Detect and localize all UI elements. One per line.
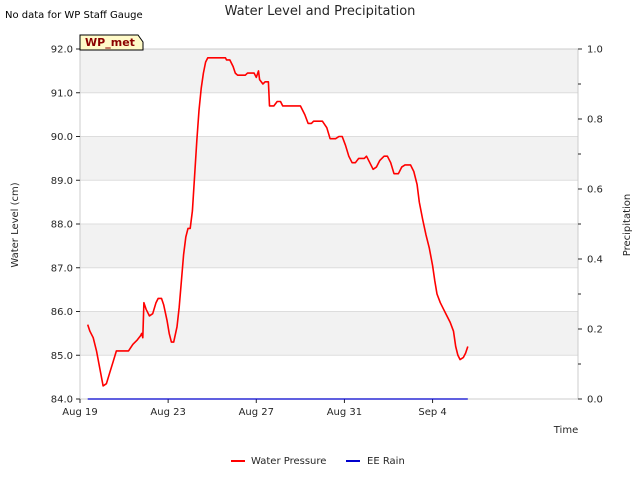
x-tick-label: Aug 31 (327, 407, 362, 418)
background-band (80, 136, 578, 181)
y-ticks-left: 84.0 85.0 86.0 87.0 88.0 89.0 90.0 91.0 92.0 (51, 45, 80, 406)
y-tick-label-left: 92.0 (51, 45, 73, 56)
y-tick-label-left: 88.0 (51, 220, 73, 231)
y-tick-label-left: 90.0 (51, 132, 73, 143)
x-tick-label: Sep 4 (418, 407, 446, 418)
no-data-note: No data for WP Staff Gauge (5, 10, 143, 21)
background-band (80, 49, 578, 93)
y-tick-label-right: 0.0 (587, 395, 603, 406)
background-band (80, 224, 578, 268)
y-tick-label-right: 0.4 (587, 255, 603, 266)
badge-label: WP_met (85, 36, 135, 49)
background-band (80, 311, 578, 356)
background-bands (80, 49, 578, 356)
y-axis-label-left: Water Level (cm) (10, 182, 21, 267)
legend-label-ee-rain: EE Rain (367, 456, 405, 467)
y-tick-label-left: 91.0 (51, 88, 73, 99)
y-tick-label-right: 1.0 (587, 45, 603, 56)
x-tick-label: Aug 19 (62, 407, 97, 418)
badge: WP_met (79, 34, 144, 51)
x-axis-label: Time (553, 425, 578, 436)
y-tick-label-left: 85.0 (51, 351, 73, 362)
legend: Water Pressure EE Rain (231, 456, 405, 467)
x-ticks: Aug 19 Aug 23 Aug 27 Aug 31 Sep 4 (62, 399, 447, 418)
y-tick-label-left: 87.0 (51, 263, 73, 274)
y-tick-label-left: 89.0 (51, 176, 73, 187)
y-ticks-right: 0.0 0.2 0.4 0.6 0.8 1.0 (578, 45, 603, 406)
badge-box (79, 34, 144, 51)
legend-label-water-pressure: Water Pressure (251, 456, 326, 467)
y-tick-label-right: 0.8 (587, 115, 603, 126)
y-tick-label-right: 0.2 (587, 325, 603, 336)
chart-title: Water Level and Precipitation (225, 4, 416, 19)
x-tick-label: Aug 23 (150, 407, 185, 418)
y-axis-label-right: Precipitation (622, 194, 633, 257)
y-tick-label-right: 0.6 (587, 185, 603, 196)
y-tick-label-left: 84.0 (51, 395, 73, 406)
y-tick-label-left: 86.0 (51, 307, 73, 318)
series-line-water-pressure (86, 57, 469, 387)
x-tick-label: Aug 27 (239, 407, 274, 418)
